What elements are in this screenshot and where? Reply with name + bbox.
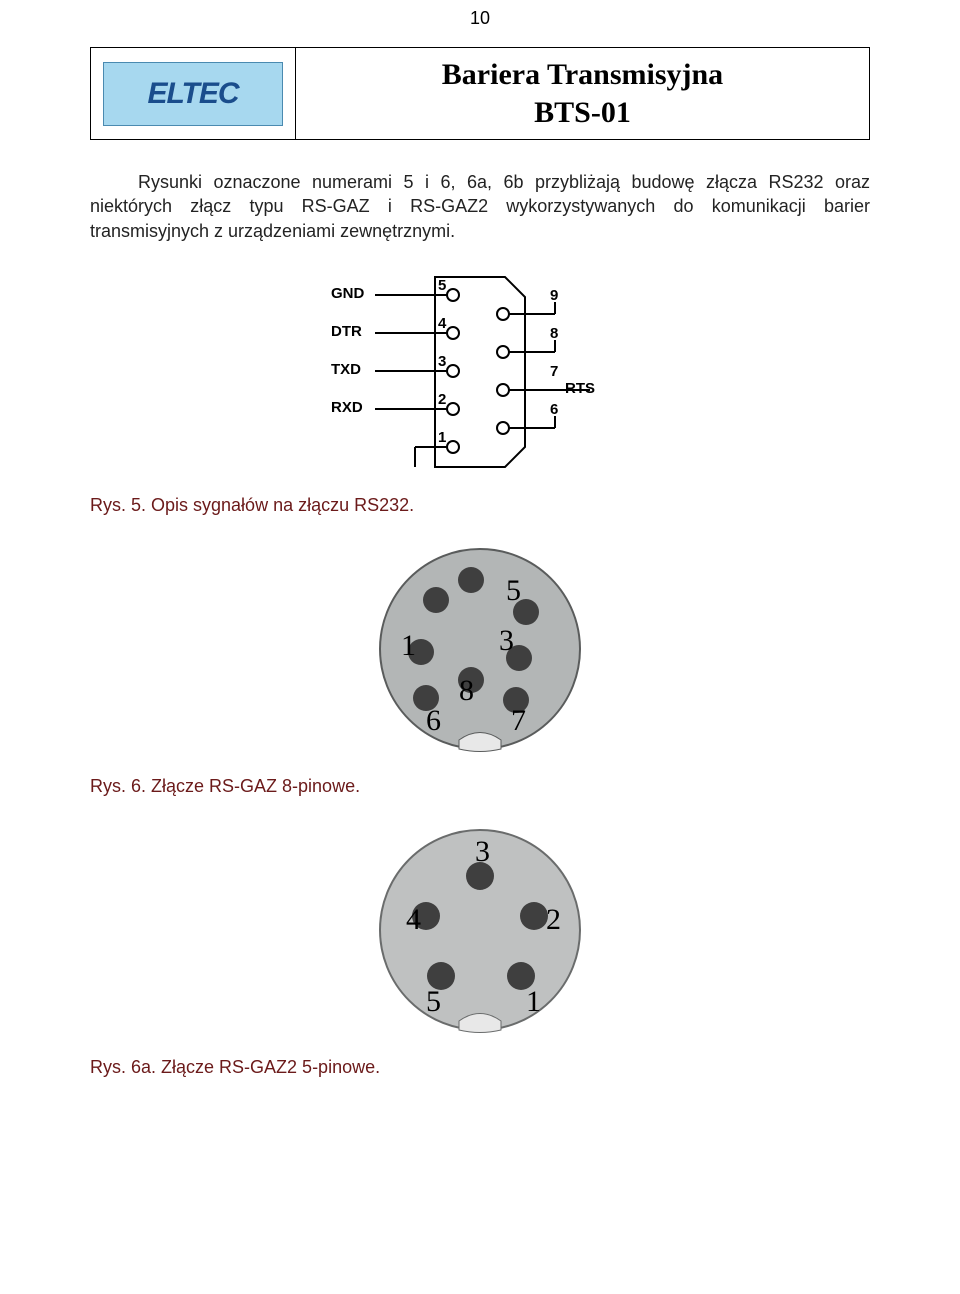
conn5-diagram: 3 4 2 5 1 xyxy=(0,821,960,1039)
svg-text:7: 7 xyxy=(511,704,526,737)
rs232-signal-gnd: GND xyxy=(331,285,364,302)
rs232-signal-rxd: RXD xyxy=(331,399,363,416)
rs232-signal-dtr: DTR xyxy=(331,323,362,340)
rs232-pin-2: 2 xyxy=(438,391,446,408)
rs232-pin-3: 3 xyxy=(438,353,446,370)
rs232-diagram: GND DTR TXD RXD 5 4 3 2 1 9 8 7 6 RTS xyxy=(0,267,960,477)
conn8-diagram: 5 3 1 86 7 xyxy=(0,540,960,758)
svg-text:1: 1 xyxy=(401,629,416,662)
svg-text:1: 1 xyxy=(526,985,541,1018)
logo-cell: ELTEC xyxy=(91,48,296,139)
rs232-pin-8: 8 xyxy=(550,325,558,342)
svg-text:3: 3 xyxy=(499,624,514,657)
rs232-signal-rts: RTS xyxy=(565,380,595,397)
rs232-pin-4: 4 xyxy=(438,315,446,332)
rs232-pin-6: 6 xyxy=(550,401,558,418)
title-line-1: Bariera Transmisyjna xyxy=(306,56,859,94)
svg-text:5: 5 xyxy=(506,574,521,607)
svg-text:2: 2 xyxy=(546,903,561,936)
document-title: Bariera Transmisyjna BTS-01 xyxy=(296,48,869,139)
caption-rys6: Rys. 6. Złącze RS-GAZ 8-pinowe. xyxy=(90,776,870,797)
caption-rys6a: Rys. 6a. Złącze RS-GAZ2 5-pinowe. xyxy=(90,1057,870,1078)
caption-rys5: Rys. 5. Opis sygnałów na złączu RS232. xyxy=(90,495,870,516)
svg-text:5: 5 xyxy=(426,985,441,1018)
svg-text:4: 4 xyxy=(406,903,421,936)
logo-text: ELTEC xyxy=(147,77,238,111)
rs232-pin-9: 9 xyxy=(550,287,558,304)
rs232-signal-txd: TXD xyxy=(331,361,361,378)
page-number: 10 xyxy=(0,0,960,29)
body-paragraph: Rysunki oznaczone numerami 5 i 6, 6a, 6b… xyxy=(90,170,870,243)
title-line-2: BTS-01 xyxy=(306,94,859,132)
eltec-logo: ELTEC xyxy=(103,62,283,126)
rs232-pin-5: 5 xyxy=(438,277,446,294)
svg-text:6: 6 xyxy=(426,704,441,737)
rs232-pin-1: 1 xyxy=(438,429,446,446)
header-table: ELTEC Bariera Transmisyjna BTS-01 xyxy=(90,47,870,140)
rs232-pin-7: 7 xyxy=(550,363,558,380)
svg-text:3: 3 xyxy=(475,835,490,868)
svg-text:8: 8 xyxy=(459,674,474,707)
